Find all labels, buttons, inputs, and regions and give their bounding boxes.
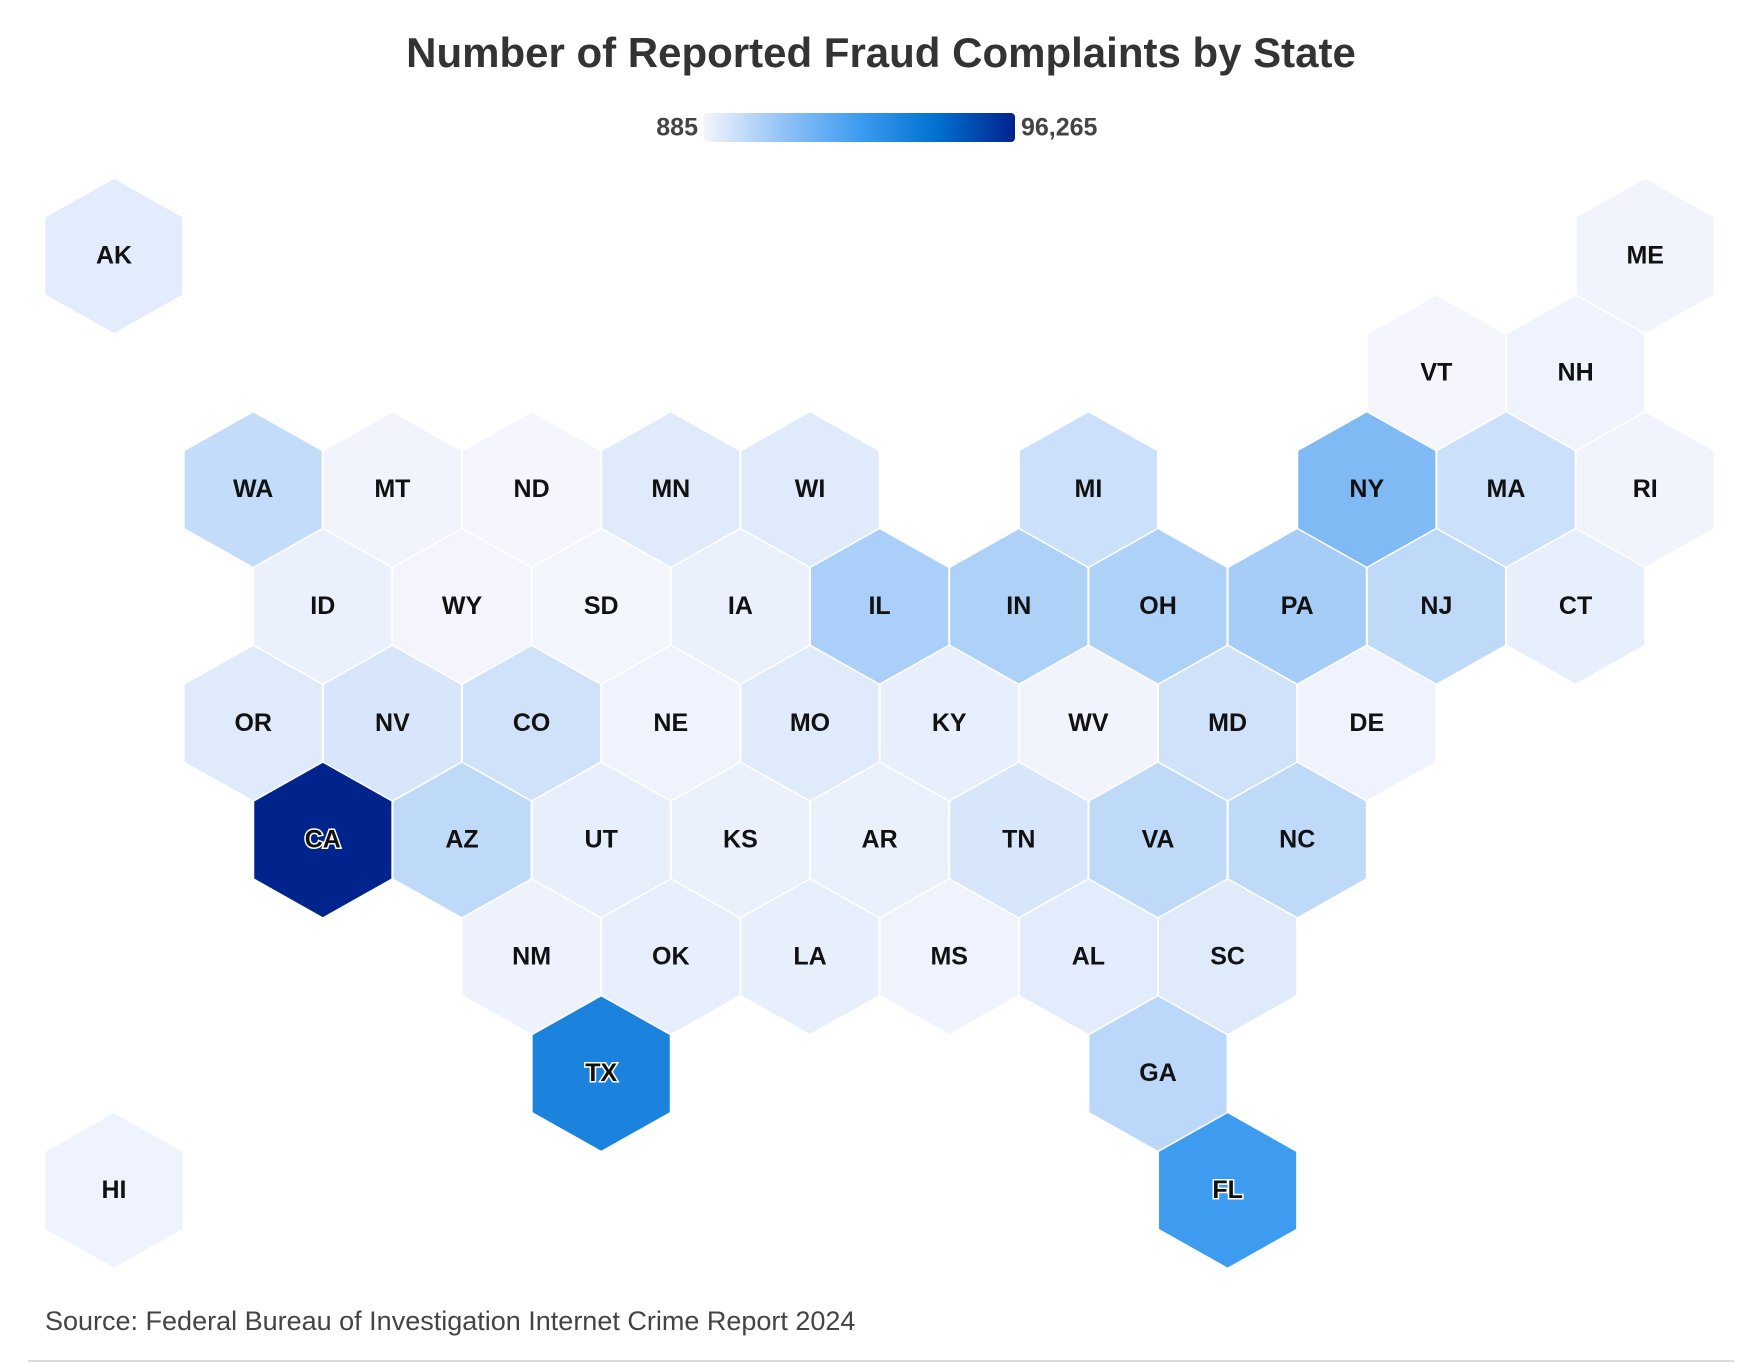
state-label: AL: [1072, 942, 1105, 970]
state-label: SD: [584, 592, 619, 620]
state-label: RI: [1633, 475, 1658, 503]
state-label: TN: [1002, 826, 1035, 854]
state-hex: [1157, 1111, 1298, 1270]
state-label: IA: [728, 592, 753, 620]
legend-gradient: [704, 113, 1015, 142]
state-label: DE: [1349, 709, 1384, 737]
state-label: OR: [234, 709, 272, 737]
state-label: UT: [585, 826, 618, 854]
state-label: MI: [1075, 475, 1103, 503]
state-label: NH: [1558, 358, 1594, 386]
state-label: IL: [868, 592, 890, 620]
state-label: TX: [585, 1059, 617, 1087]
state-label: WA: [233, 475, 273, 503]
state-label: GA: [1139, 1059, 1177, 1087]
legend-label: 885: [656, 114, 698, 142]
state-label: KS: [723, 826, 758, 854]
state-label: AR: [862, 826, 898, 854]
state-label: MA: [1487, 475, 1526, 503]
chart-title: Number of Reported Fraud Complaints by S…: [406, 29, 1356, 76]
state-label: WI: [795, 475, 826, 503]
state-label: NE: [653, 709, 688, 737]
state-hex: [531, 994, 672, 1153]
state-label: NC: [1279, 826, 1315, 854]
state-label: NM: [512, 942, 551, 970]
state-hex: [1505, 527, 1646, 686]
state-label: CT: [1559, 592, 1592, 620]
source-note: Source: Federal Bureau of Investigation …: [45, 1306, 855, 1336]
state-label: AZ: [445, 826, 478, 854]
state-label: HI: [102, 1176, 127, 1204]
state-label: AK: [96, 242, 132, 270]
state-label: LA: [793, 942, 826, 970]
state-label: CO: [513, 709, 551, 737]
state-label: MD: [1208, 709, 1247, 737]
state-label: ND: [514, 475, 550, 503]
state-label: OK: [652, 942, 690, 970]
state-label: MS: [930, 942, 968, 970]
state-label: NY: [1349, 475, 1384, 503]
state-hex: [43, 1111, 185, 1270]
state-label: VT: [1420, 358, 1452, 386]
state-label: IN: [1006, 592, 1031, 620]
state-label: SC: [1210, 942, 1245, 970]
state-label: MN: [651, 475, 690, 503]
state-label: WV: [1068, 709, 1109, 737]
state-hex: [43, 177, 185, 335]
state-label: WY: [442, 592, 483, 620]
state-label: MO: [790, 709, 830, 737]
state-label: KY: [932, 709, 967, 737]
state-label: NJ: [1420, 592, 1452, 620]
state-label: PA: [1281, 592, 1314, 620]
state-label: CA: [305, 826, 341, 854]
legend-label: 96,265: [1021, 114, 1098, 142]
state-label: ID: [310, 592, 335, 620]
state-label: OH: [1139, 592, 1177, 620]
state-label: MT: [374, 475, 410, 503]
state-label: NV: [375, 709, 410, 737]
state-label: FL: [1212, 1176, 1243, 1204]
state-label: ME: [1626, 242, 1664, 270]
state-label: VA: [1142, 826, 1175, 854]
